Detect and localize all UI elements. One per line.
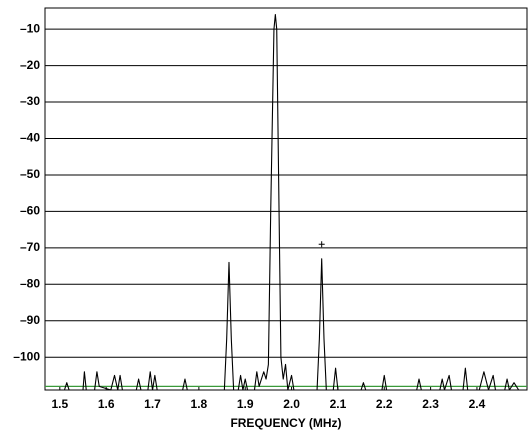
spectrum-line — [45, 14, 527, 391]
x-tick-label: 2.3 — [422, 397, 439, 411]
x-tick-label: 2.2 — [376, 397, 393, 411]
x-tick-label: 2.0 — [283, 397, 300, 411]
y-tick-label: –30 — [20, 94, 40, 108]
x-tick-label: 1.6 — [98, 397, 115, 411]
x-tick-label: 1.9 — [237, 397, 254, 411]
x-axis-label: FREQUENCY (MHz) — [230, 416, 341, 430]
x-tick-label: 1.8 — [191, 397, 208, 411]
y-tick-label: –10 — [20, 21, 40, 35]
y-tick-label: –80 — [20, 276, 40, 290]
y-tick-label: –40 — [20, 131, 40, 145]
peak-marker — [318, 241, 325, 248]
y-tick-label: –90 — [20, 313, 40, 327]
y-tick-label: –20 — [20, 58, 40, 72]
x-tick-label: 2.4 — [469, 397, 486, 411]
x-tick-label: 1.7 — [144, 397, 161, 411]
y-tick-label: –50 — [20, 167, 40, 181]
plot-frame — [44, 7, 528, 391]
y-tick-label: –60 — [20, 204, 40, 218]
x-tick-label: 2.1 — [330, 397, 347, 411]
y-tick-label: –70 — [20, 240, 40, 254]
y-tick-label: –100 — [13, 349, 40, 363]
x-tick-label: 1.5 — [51, 397, 68, 411]
